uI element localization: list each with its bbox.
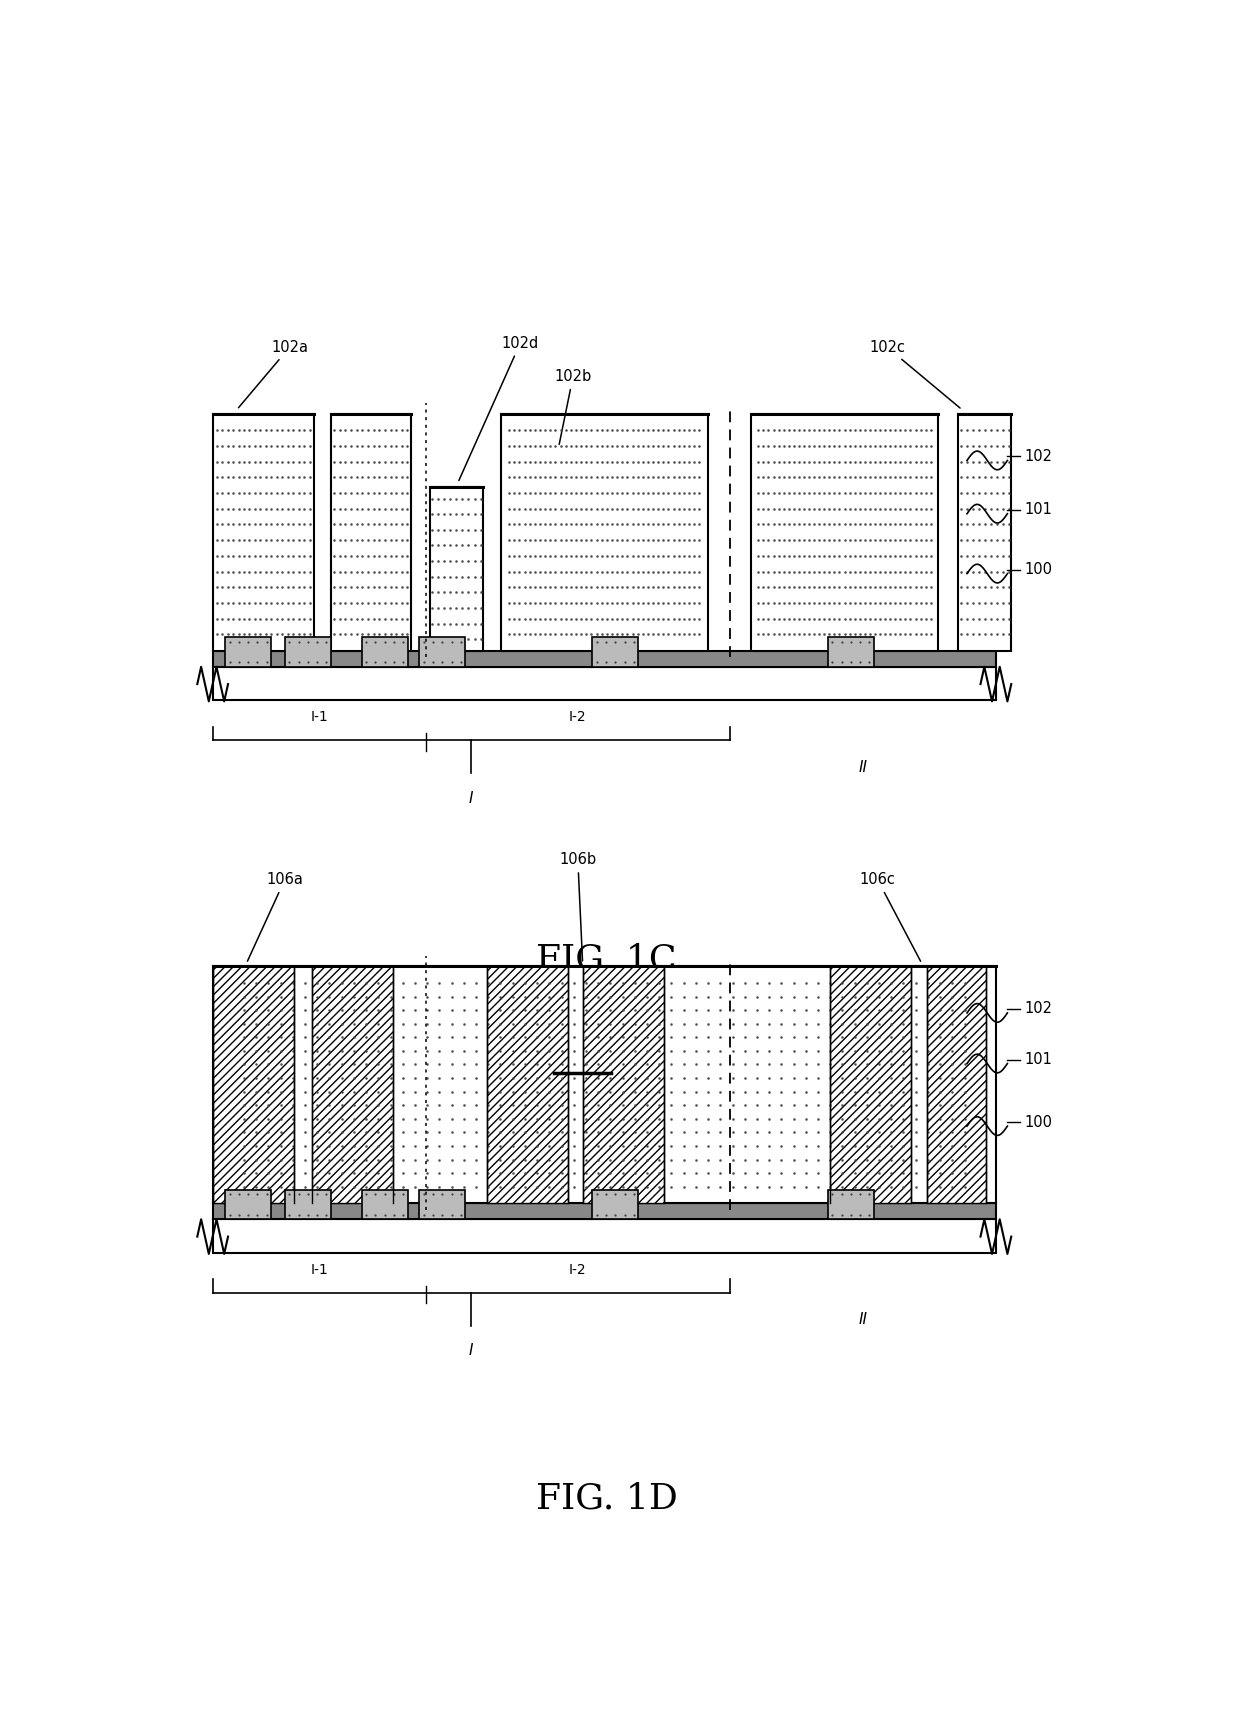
Bar: [828, 638, 874, 667]
Text: I-1: I-1: [310, 1262, 329, 1276]
Bar: [362, 638, 408, 667]
Bar: [430, 488, 482, 650]
Text: FIG. 1D: FIG. 1D: [536, 1482, 677, 1516]
Bar: [419, 638, 465, 667]
Bar: [501, 413, 708, 650]
Text: FIG. 1C: FIG. 1C: [537, 942, 677, 977]
Bar: [226, 1190, 272, 1219]
Bar: [213, 967, 996, 1203]
Text: 101: 101: [1024, 1051, 1053, 1067]
Text: 102: 102: [1024, 450, 1053, 463]
Text: 100: 100: [1024, 1115, 1053, 1129]
Text: 102a: 102a: [238, 341, 308, 408]
Text: 100: 100: [1024, 562, 1053, 577]
Text: I-2: I-2: [569, 1262, 587, 1276]
Text: 102b: 102b: [554, 368, 591, 444]
Text: II: II: [858, 761, 867, 775]
Bar: [213, 967, 294, 1203]
Bar: [331, 413, 410, 650]
Bar: [486, 967, 568, 1203]
Text: 106b: 106b: [559, 852, 596, 961]
Bar: [926, 967, 986, 1203]
Bar: [285, 1190, 331, 1219]
Bar: [751, 413, 939, 650]
Text: 102: 102: [1024, 1001, 1053, 1017]
Text: I-2: I-2: [569, 711, 587, 724]
Bar: [311, 967, 393, 1203]
Text: I-1: I-1: [310, 711, 329, 724]
Text: 102d: 102d: [459, 335, 539, 481]
Text: II: II: [858, 1312, 867, 1328]
Bar: [285, 638, 331, 667]
Text: I: I: [469, 790, 474, 806]
Bar: [213, 650, 996, 667]
Text: I: I: [469, 1343, 474, 1357]
Bar: [959, 413, 1012, 650]
Text: 101: 101: [1024, 501, 1053, 517]
Bar: [213, 1203, 996, 1219]
Bar: [213, 667, 996, 700]
Bar: [419, 1190, 465, 1219]
Bar: [226, 638, 272, 667]
Bar: [583, 967, 665, 1203]
Text: 106a: 106a: [248, 873, 303, 961]
Text: 102c: 102c: [869, 341, 960, 408]
Bar: [213, 1219, 996, 1252]
Text: 106c: 106c: [859, 873, 920, 961]
Bar: [828, 1190, 874, 1219]
Bar: [830, 967, 911, 1203]
Bar: [213, 413, 314, 650]
Bar: [593, 638, 639, 667]
Bar: [362, 1190, 408, 1219]
Bar: [593, 1190, 639, 1219]
